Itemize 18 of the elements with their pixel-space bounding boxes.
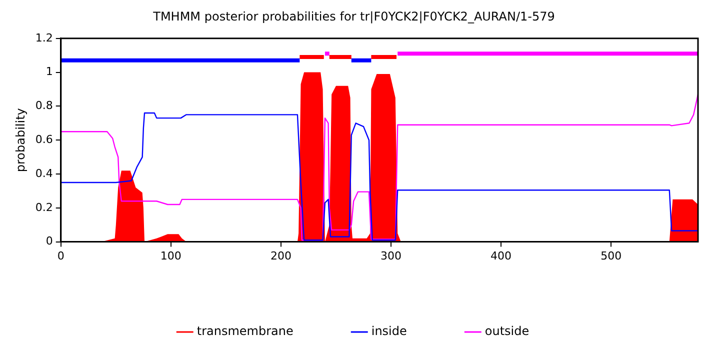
y-tick-label: 0.4 [35, 166, 53, 180]
y-tick-label: 1.2 [35, 31, 53, 44]
chart-title: TMHMM posterior probabilities for tr|F0YCK2|F0YCK2_AURAN/1-579 [152, 9, 555, 24]
y-tick-label: 1 [46, 65, 53, 78]
x-tick-label: 100 [160, 249, 182, 262]
x-tick-label: 0 [57, 249, 64, 262]
y-tick-label: 0.2 [35, 200, 53, 214]
y-axis-title: probability [13, 108, 28, 172]
legend-label: outside [484, 324, 530, 338]
x-tick-label: 300 [380, 249, 402, 262]
x-tick-label: 500 [600, 249, 622, 262]
legend-label: transmembrane [196, 324, 294, 338]
legend-label: inside [371, 324, 407, 338]
y-tick-label: 0.8 [35, 99, 53, 112]
x-tick-label: 200 [270, 249, 292, 262]
y-tick-label: 0 [46, 234, 53, 248]
x-tick-label: 400 [490, 249, 512, 262]
y-tick-label: 0.6 [35, 132, 53, 146]
